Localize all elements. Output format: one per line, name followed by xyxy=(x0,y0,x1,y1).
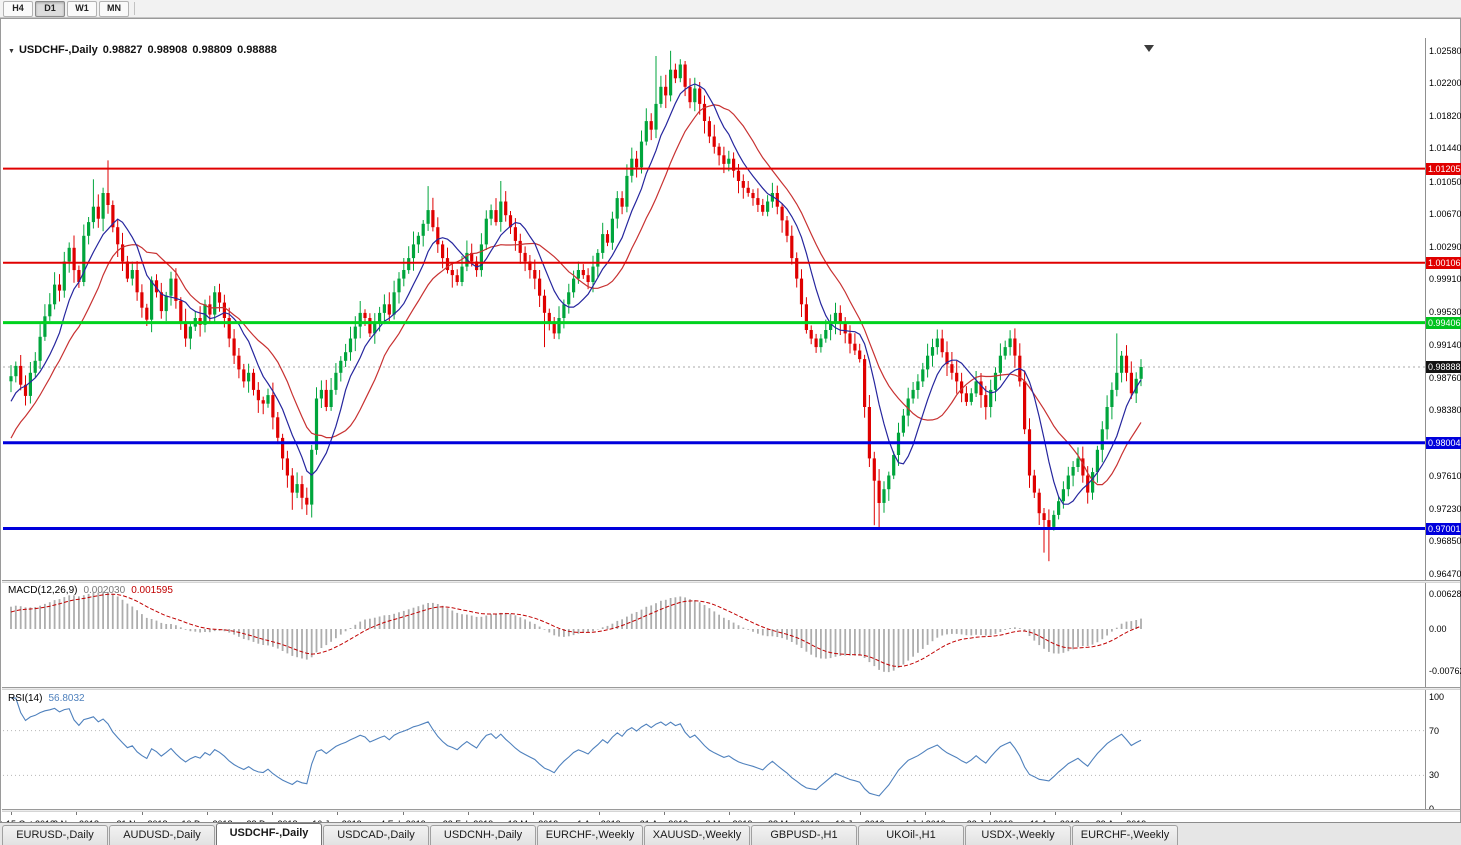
time-tick xyxy=(533,812,534,815)
y-axis-label: 1.01440 xyxy=(1429,143,1461,154)
timeframe-buttons: H4 D1 W1 MN xyxy=(0,0,129,17)
tab-gbpusd-h1[interactable]: GBPUSD-,H1 xyxy=(751,825,857,845)
y-axis-label: 1.01050 xyxy=(1429,176,1461,187)
y-axis-label: 0.97610 xyxy=(1429,471,1461,482)
y-axis-label: 0.99530 xyxy=(1429,306,1461,317)
time-tick xyxy=(11,812,12,815)
y-axis-label: 0.98380 xyxy=(1429,405,1461,416)
y-axis-label: 1.00290 xyxy=(1429,241,1461,252)
chart-symbol: USDCHF-,Daily xyxy=(18,44,98,56)
rsi-value: 56.8032 xyxy=(48,693,85,704)
timeframe-button-d1[interactable]: D1 xyxy=(35,0,65,17)
y-axis-label: 1.02200 xyxy=(1429,78,1461,89)
y-axis-label: 1.00670 xyxy=(1429,209,1461,220)
time-tick xyxy=(925,812,926,815)
chart-canvas[interactable] xyxy=(3,38,1425,839)
tab-ukoil-h1[interactable]: UKOil-,H1 xyxy=(858,825,964,845)
chart-plot-area[interactable] xyxy=(3,38,1425,839)
y-axis-label: 0.96850 xyxy=(1429,536,1461,547)
rsi-axis-label: 30 xyxy=(1429,770,1440,781)
time-tick xyxy=(337,812,338,815)
time-tick xyxy=(468,812,469,815)
chart-shift-marker-icon xyxy=(1144,45,1154,52)
time-tick xyxy=(860,812,861,815)
time-tick xyxy=(207,812,208,815)
rsi-header: RSI(14) 56.8032 xyxy=(8,693,85,704)
ohlc-low: 0.98809 xyxy=(192,44,233,56)
chart-tab-bar: EURUSD-,Daily AUDUSD-,Daily USDCHF-,Daily U… xyxy=(0,822,1461,845)
ohlc-open: 0.98827 xyxy=(102,44,143,56)
macd-header: MACD(12,26,9) 0.002030 0.001595 xyxy=(8,585,173,596)
price-tag: 0.99406 xyxy=(1426,316,1461,329)
tab-xauusd-weekly[interactable]: XAUUSD-,Weekly xyxy=(644,825,750,845)
y-axis-label: 0.98760 xyxy=(1429,372,1461,383)
tab-audusd-daily[interactable]: AUDUSD-,Daily xyxy=(109,825,215,845)
macd-axis-label: 0.00 xyxy=(1429,624,1447,634)
ohlc-close: 0.98888 xyxy=(237,44,277,56)
chart-title: ▼ USDCHF-,Daily 0.98827 0.98908 0.98809 0.988… xyxy=(8,44,282,56)
time-tick xyxy=(729,812,730,815)
timeframe-button-mn[interactable]: MN xyxy=(99,0,129,17)
panel-divider-rsi[interactable] xyxy=(2,687,1460,690)
time-tick xyxy=(664,812,665,815)
time-tick xyxy=(272,812,273,815)
panel-divider-macd[interactable] xyxy=(2,580,1460,583)
chart-window: ▼ USDCHF-,Daily 0.98827 0.98908 0.98809 0.988… xyxy=(0,18,1461,839)
tab-usdcnh-daily[interactable]: USDCNH-,Daily xyxy=(430,825,536,845)
tab-eurusd-daily[interactable]: EURUSD-,Daily xyxy=(2,825,108,845)
y-axis-label: 0.99140 xyxy=(1429,340,1461,351)
macd-main-value: 0.002030 xyxy=(83,585,126,596)
time-tick xyxy=(403,812,404,815)
time-tick xyxy=(794,812,795,815)
title-marker-icon: ▼ xyxy=(8,48,15,55)
price-tag: 0.98004 xyxy=(1426,436,1461,449)
y-axis-label: 1.02580 xyxy=(1429,45,1461,56)
price-tag: 0.98888 xyxy=(1426,360,1461,373)
tab-usdchf-daily[interactable]: USDCHF-,Daily xyxy=(216,823,322,845)
price-tag: 1.01205 xyxy=(1426,162,1461,175)
time-tick xyxy=(142,812,143,815)
toolbar-separator xyxy=(134,2,135,15)
time-tick xyxy=(1055,812,1056,815)
time-tick xyxy=(76,812,77,815)
macd-axis-label: -0.00762 xyxy=(1429,666,1461,677)
y-axis-label: 0.96470 xyxy=(1429,569,1461,579)
tab-eurchf-weekly[interactable]: EURCHF-,Weekly xyxy=(1072,825,1178,845)
y-axis-label: 0.99910 xyxy=(1429,274,1461,285)
time-tick xyxy=(599,812,600,815)
macd-axis-label: 0.006286 xyxy=(1429,589,1461,600)
y-axis-label: 1.01820 xyxy=(1429,110,1461,121)
price-axis[interactable]: 1.02580 1.02200 1.01820 1.01440 1.01050 1.006… xyxy=(1425,38,1461,814)
macd-signal-value: 0.001595 xyxy=(131,585,173,596)
rsi-axis-label: 100 xyxy=(1429,692,1445,702)
timeframe-button-h4[interactable]: H4 xyxy=(3,0,33,17)
ohlc-high: 0.98908 xyxy=(147,44,188,56)
timeframe-toolbar: H4 D1 W1 MN xyxy=(0,0,1461,18)
timeframe-button-w1[interactable]: W1 xyxy=(67,0,97,17)
y-axis-label: 0.97230 xyxy=(1429,503,1461,514)
rsi-label: RSI(14) xyxy=(8,693,43,704)
tab-eurchf-weekly[interactable]: EURCHF-,Weekly xyxy=(537,825,643,845)
price-tag: 1.00106 xyxy=(1426,256,1461,269)
panel-divider-time[interactable] xyxy=(2,809,1460,812)
tab-usdcad-daily[interactable]: USDCAD-,Daily xyxy=(323,825,429,845)
price-tag: 0.97001 xyxy=(1426,522,1461,535)
time-tick xyxy=(990,812,991,815)
time-tick xyxy=(1121,812,1122,815)
rsi-axis-label: 70 xyxy=(1429,725,1440,736)
macd-label: MACD(12,26,9) xyxy=(8,585,78,596)
tab-usdx-weekly[interactable]: USDX-,Weekly xyxy=(965,825,1071,845)
